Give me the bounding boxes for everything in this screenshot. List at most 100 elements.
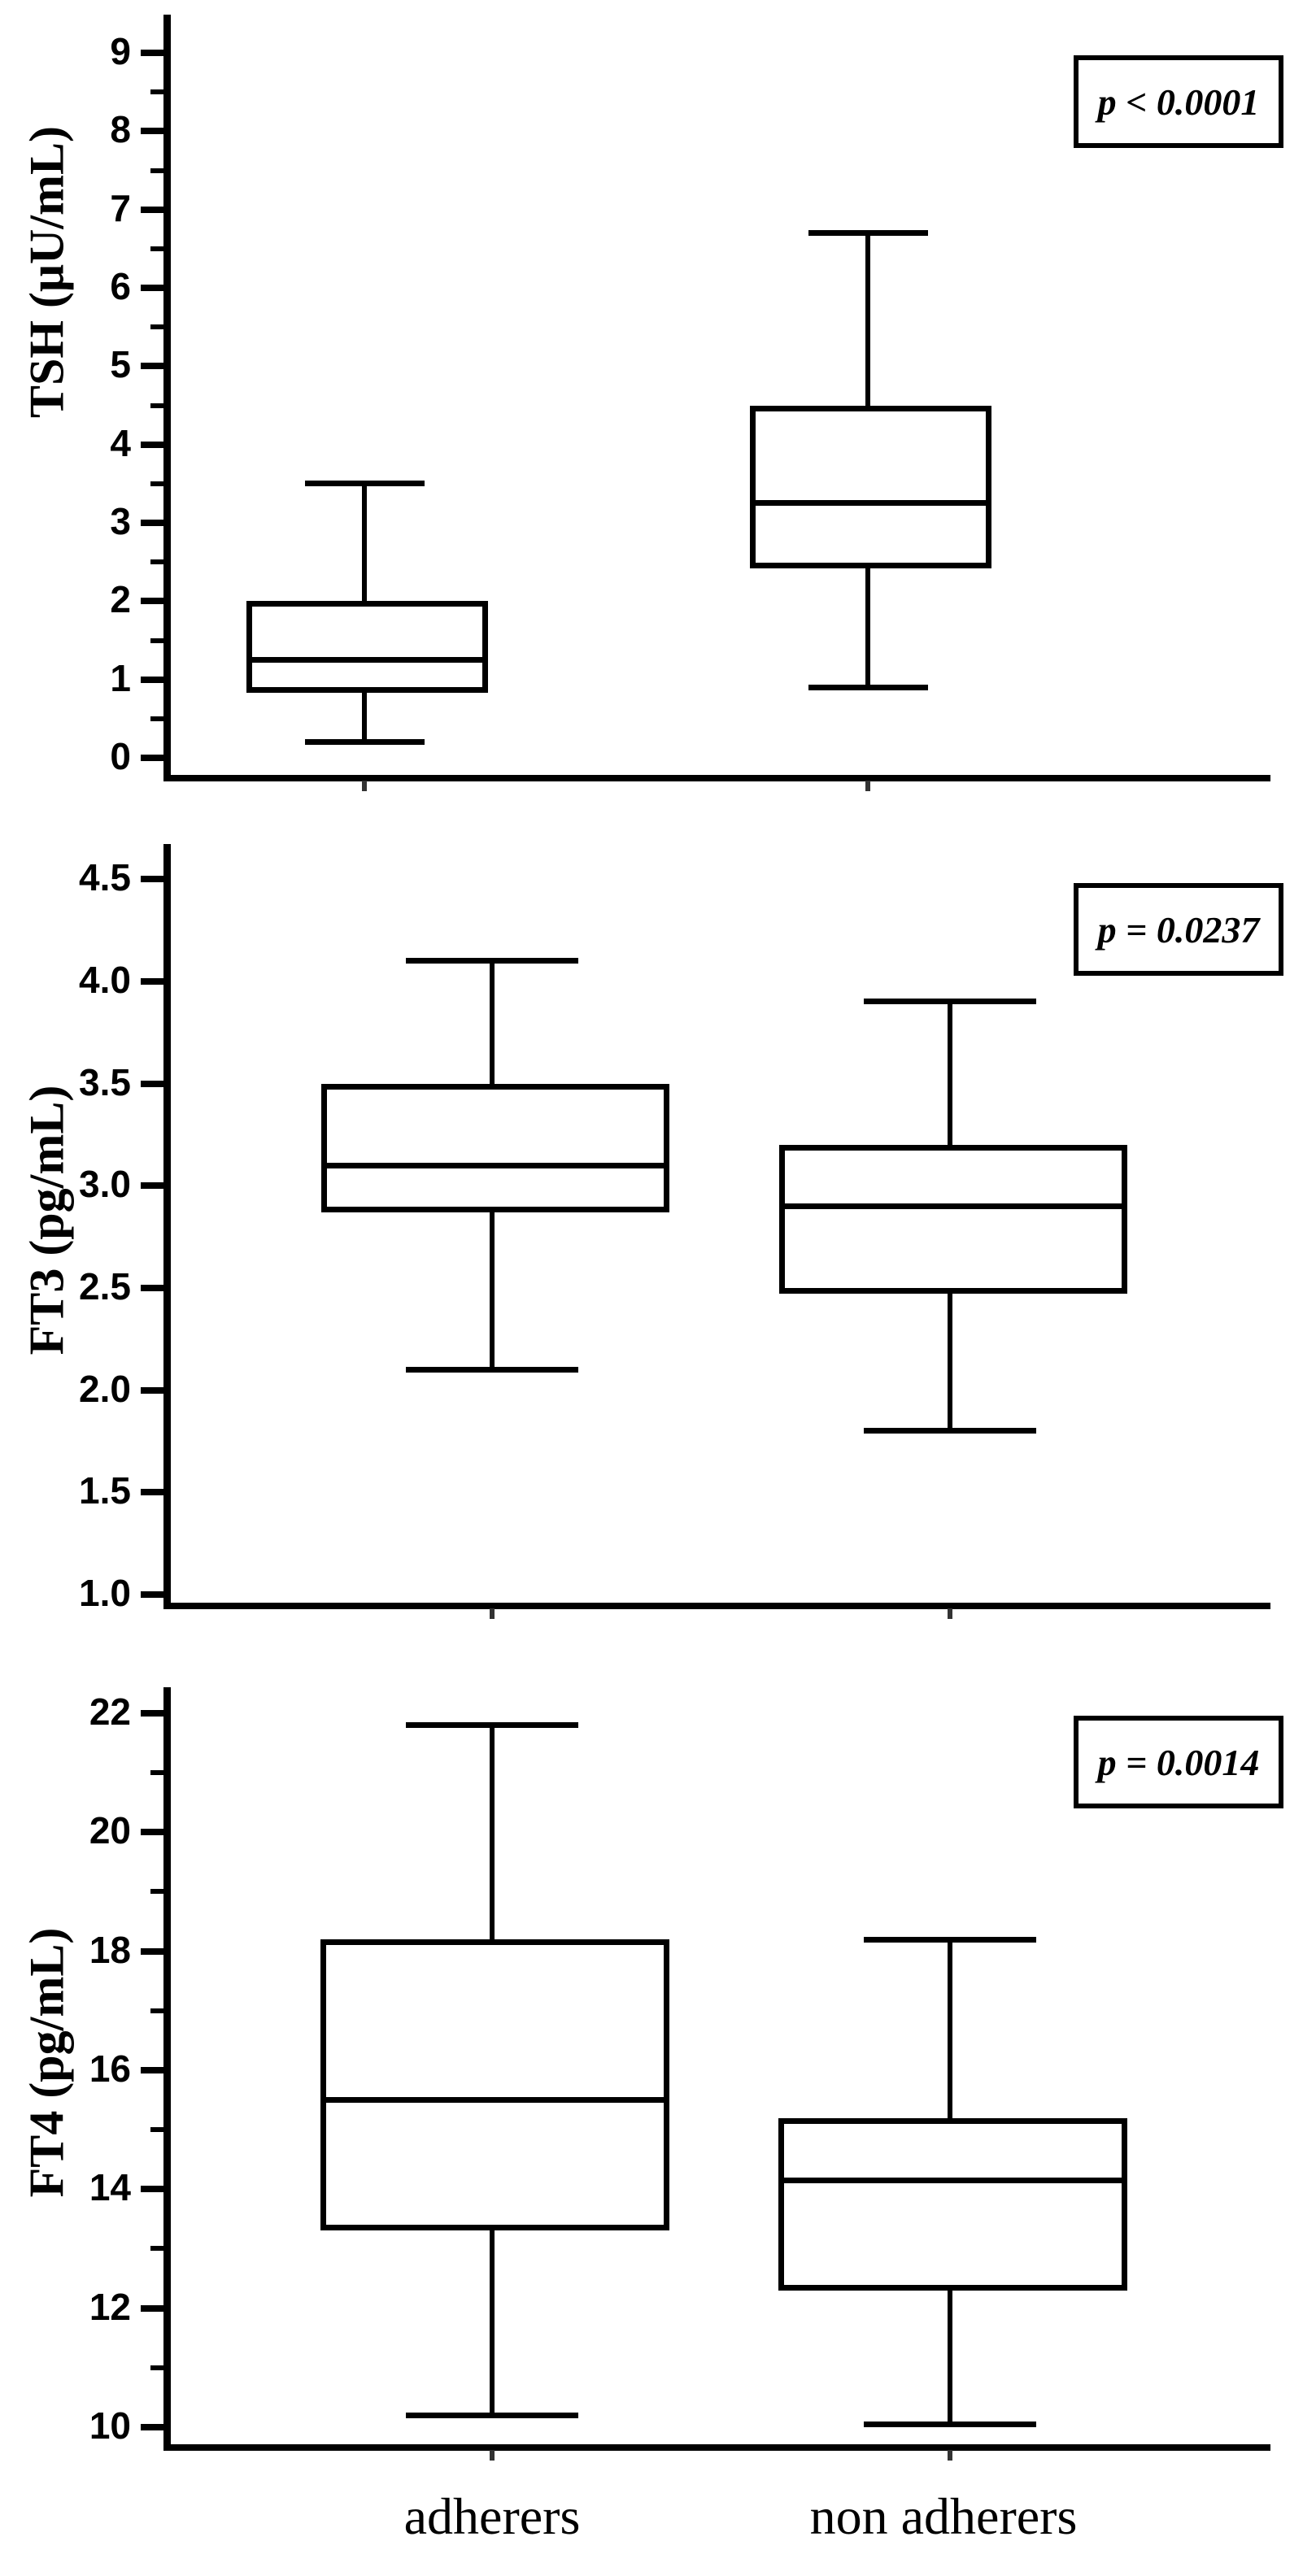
- y-axis-major-tick: [141, 1710, 168, 1717]
- x-axis-line: [163, 2444, 1270, 2451]
- y-axis-tick-label: 10: [89, 2404, 131, 2447]
- iqr-box: [750, 406, 991, 568]
- y-axis-tick-label: 20: [89, 1809, 131, 1852]
- y-axis-major-tick: [141, 2067, 168, 2073]
- y-axis-minor-tick: [150, 168, 168, 173]
- median-line: [321, 1163, 664, 1168]
- y-axis-major-tick: [141, 520, 168, 526]
- whisker-lower-cap: [808, 685, 928, 690]
- median-line: [246, 657, 482, 663]
- y-axis-tick-label: 12: [89, 2286, 131, 2328]
- y-axis-tick-label: 4.0: [79, 959, 131, 1001]
- iqr-box: [320, 1939, 669, 2230]
- y-axis-tick-label: 3.0: [79, 1163, 131, 1205]
- whisker-lower-cap: [406, 1367, 578, 1373]
- iqr-box: [778, 2118, 1127, 2291]
- iqr-box: [246, 601, 488, 693]
- y-axis-major-tick: [141, 1285, 168, 1291]
- category-label-adherers: adherers: [403, 2487, 581, 2545]
- x-axis-category-tick: [490, 2450, 495, 2461]
- y-axis-line: [163, 15, 171, 781]
- y-axis-major-tick: [141, 1489, 168, 1495]
- whisker-lower-line: [490, 2225, 495, 2415]
- y-axis-major-tick: [141, 207, 168, 213]
- whisker-upper-line: [948, 1002, 952, 1145]
- y-axis-tick-label: 3: [110, 500, 131, 542]
- whisker-lower-cap: [406, 2413, 578, 2418]
- y-axis-major-tick: [141, 677, 168, 683]
- y-axis-minor-tick: [150, 638, 168, 643]
- whisker-upper-cap: [864, 1937, 1036, 1943]
- y-axis-tick-label: 18: [89, 1929, 131, 1971]
- y-axis-major-tick: [141, 1182, 168, 1189]
- y-axis-major-tick: [141, 1081, 168, 1087]
- whisker-lower-line: [362, 687, 367, 742]
- category-label-non-adherers: non adherers: [809, 2487, 1078, 2545]
- y-axis-minor-tick: [150, 1889, 168, 1894]
- y-axis-tick-label: 5: [110, 343, 131, 385]
- y-axis-major-tick: [141, 978, 168, 985]
- median-line: [778, 2178, 1122, 2183]
- x-axis-category-tick: [948, 2450, 952, 2461]
- y-axis-minor-tick: [150, 716, 168, 721]
- y-axis-major-tick: [141, 442, 168, 448]
- y-axis-minor-tick: [150, 2008, 168, 2013]
- median-line: [320, 2097, 664, 2103]
- whisker-upper-line: [948, 1939, 952, 2118]
- iqr-box: [779, 1145, 1127, 1294]
- x-axis-line: [163, 1603, 1270, 1609]
- whisker-upper-cap: [808, 230, 928, 236]
- y-axis-major-tick: [141, 1829, 168, 1835]
- y-axis-tick-label: 2.0: [79, 1368, 131, 1410]
- y-axis-tick-label: 4: [110, 422, 131, 464]
- whisker-upper-line: [865, 233, 870, 406]
- y-axis-tick-label: 7: [110, 187, 131, 229]
- whisker-upper-cap: [305, 481, 425, 486]
- whisker-upper-cap: [406, 958, 578, 964]
- y-axis-tick-label: 1.5: [79, 1469, 131, 1512]
- whisker-lower-cap: [305, 739, 425, 745]
- p-value-box-ft3: p = 0.0237: [1074, 883, 1283, 976]
- whisker-upper-cap: [406, 1722, 578, 1728]
- whisker-lower-cap: [864, 1428, 1036, 1434]
- y-axis-minor-tick: [150, 246, 168, 251]
- y-axis-major-tick: [141, 876, 168, 882]
- y-axis-tick-label: 0: [110, 735, 131, 777]
- y-axis-major-tick: [141, 1591, 168, 1598]
- y-axis-minor-tick: [150, 559, 168, 564]
- whisker-lower-cap: [864, 2422, 1036, 2427]
- y-axis-tick-label: 2.5: [79, 1265, 131, 1308]
- y-axis-major-tick: [141, 598, 168, 604]
- whisker-lower-line: [948, 2284, 952, 2424]
- y-axis-major-tick: [141, 50, 168, 56]
- y-axis-major-tick: [141, 2424, 168, 2430]
- y-axis-major-tick: [141, 128, 168, 134]
- y-axis-minor-tick: [150, 2365, 168, 2370]
- p-value-box-tsh: p < 0.0001: [1074, 55, 1283, 148]
- y-axis-tick-label: 14: [89, 2166, 131, 2208]
- p-value-text-ft4: p = 0.0014: [1097, 1741, 1260, 1783]
- y-axis-major-tick: [141, 1948, 168, 1955]
- iqr-box: [321, 1084, 669, 1212]
- whisker-upper-line: [490, 1725, 495, 1939]
- y-axis-minor-tick: [150, 89, 168, 94]
- x-axis-category-tick: [490, 1608, 495, 1619]
- y-axis-tick-label: 3.5: [79, 1061, 131, 1103]
- y-axis-tick-label: 1: [110, 657, 131, 699]
- x-axis-category-tick: [865, 781, 870, 791]
- y-axis-major-tick: [141, 2305, 168, 2312]
- p-value-text-tsh: p < 0.0001: [1097, 80, 1260, 123]
- p-value-text-ft3: p = 0.0237: [1097, 908, 1260, 951]
- y-axis-major-tick: [141, 1387, 168, 1394]
- whisker-upper-line: [490, 961, 495, 1084]
- y-axis-major-tick: [141, 2186, 168, 2192]
- y-axis-minor-tick: [150, 481, 168, 486]
- y-axis-tick-label: 2: [110, 578, 131, 620]
- y-axis-minor-tick: [150, 2246, 168, 2251]
- y-axis-tick-label: 9: [110, 30, 131, 72]
- y-axis-tick-label: 22: [89, 1690, 131, 1733]
- median-line: [750, 500, 986, 506]
- y-axis-line: [163, 844, 171, 1609]
- y-axis-minor-tick: [150, 403, 168, 408]
